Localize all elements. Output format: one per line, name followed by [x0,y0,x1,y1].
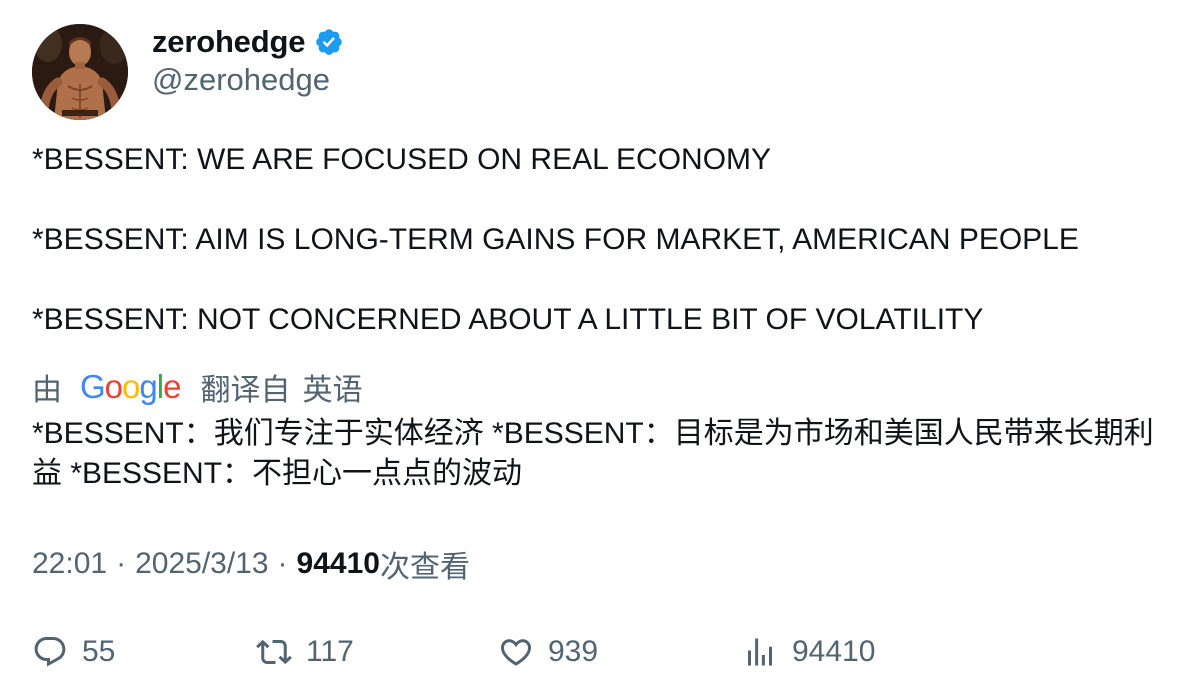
author-name-row: zerohedge [152,22,344,62]
google-wordmark-letter: o [122,368,140,405]
like-button[interactable]: 939 [498,630,598,674]
views-button[interactable]: 94410 [742,630,875,674]
reply-count: 55 [82,635,116,668]
action-bar: 55 117 939 94410 [0,630,1196,674]
translated-text: *BESSENT：我们专注于实体经济 *BESSENT：目标是为市场和美国人民带… [32,417,1154,490]
meta-separator: · [277,547,288,580]
google-wordmark: Google [80,368,181,406]
tweet-text: *BESSENT: WE ARE FOCUSED ON REAL ECONOMY… [32,140,1172,340]
reply-icon [34,637,66,667]
translation-by-label: 由 [32,374,62,407]
meta-separator: · [116,547,127,580]
avatar-image [32,24,128,120]
views-stat-count: 94410 [792,635,876,668]
author-handle[interactable]: @zerohedge [152,62,330,97]
retweet-icon [256,639,292,665]
tweet-line: *BESSENT: NOT CONCERNED ABOUT A LITTLE B… [32,303,984,336]
google-wordmark-letter: o [104,368,123,405]
tweet-time[interactable]: 22:01 [32,547,108,580]
author-display-name[interactable]: zerohedge [152,24,306,59]
reply-button[interactable]: 55 [32,630,115,674]
views-label: 次查看 [379,551,470,584]
translation-attribution: 由 Google 翻译自 英语 [32,366,362,408]
avatar[interactable] [32,24,128,120]
retweet-count: 117 [306,635,354,668]
translated-from-label: 翻译自 [200,374,291,407]
google-wordmark-letter: G [80,368,106,405]
tweet-line: *BESSENT: AIM IS LONG-TERM GAINS FOR MAR… [32,223,1079,256]
source-language: 英语 [302,374,363,407]
views-count: 94410 [296,547,380,580]
like-count: 939 [548,635,599,668]
google-wordmark-letter: g [139,368,157,405]
tweet-date[interactable]: 2025/3/13 [135,547,269,580]
heart-icon [500,639,532,666]
tweet-meta: 22:01 · 2025/3/13 · 94410 次查看 [32,544,470,584]
retweet-button[interactable]: 117 [256,630,354,674]
google-wordmark-letter: l [156,368,164,405]
bar-chart-icon [748,638,772,666]
google-logo[interactable]: Google [80,368,181,406]
verified-badge-icon [314,27,344,57]
tweet-line: *BESSENT: WE ARE FOCUSED ON REAL ECONOMY [32,143,772,176]
google-wordmark-letter: e [163,368,181,405]
